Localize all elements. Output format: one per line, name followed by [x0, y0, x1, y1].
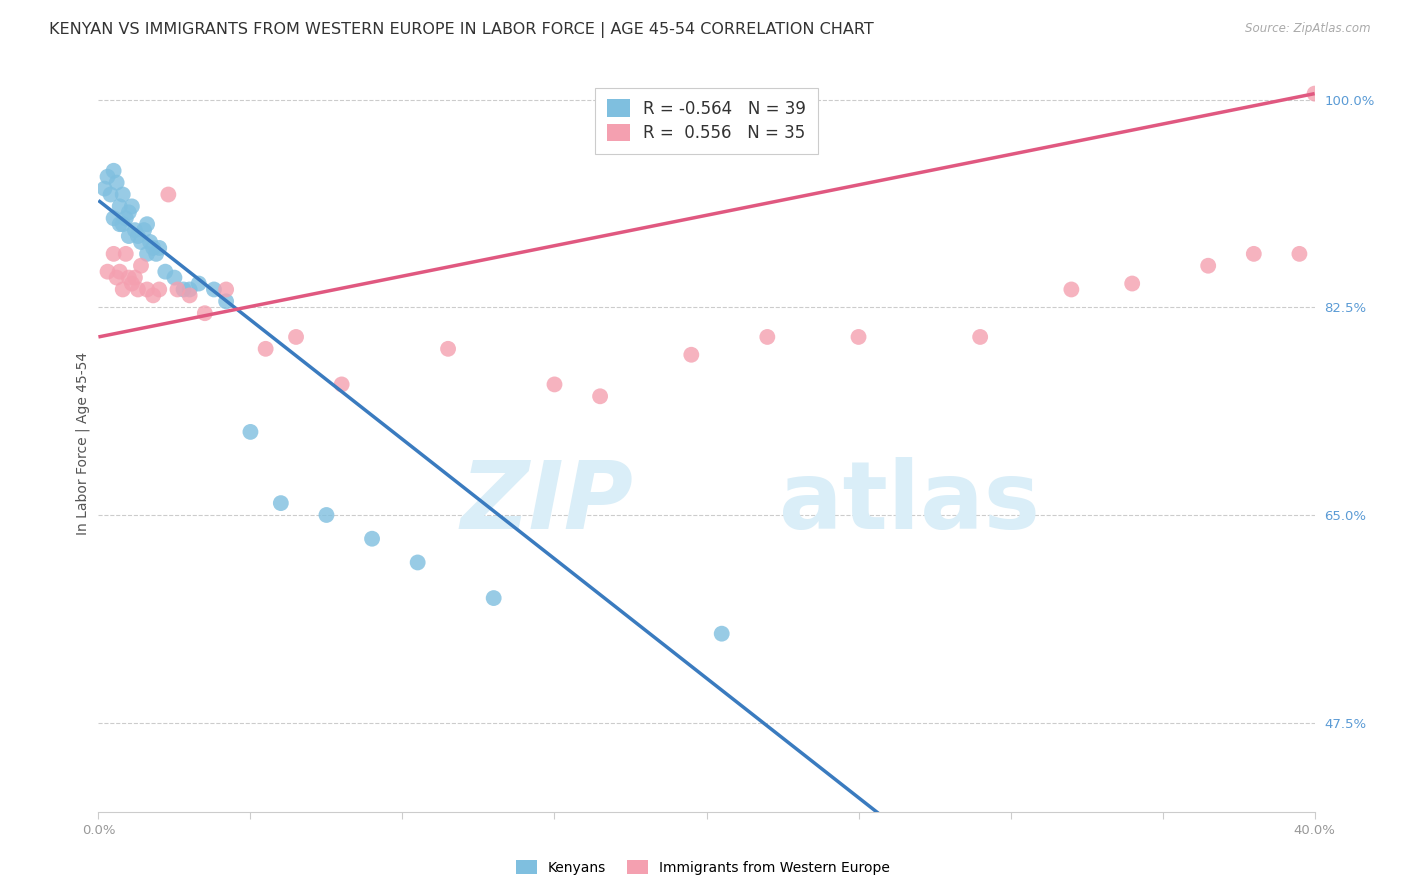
Point: [710, 626, 733, 640]
Point: [163, 270, 186, 285]
Point: [1288, 247, 1310, 261]
Point: [136, 247, 159, 261]
Point: [254, 342, 277, 356]
Point: [194, 306, 217, 320]
Point: [111, 217, 134, 231]
Point: [166, 283, 188, 297]
Point: [111, 187, 134, 202]
Point: [129, 259, 152, 273]
Point: [124, 223, 146, 237]
Point: [121, 199, 143, 213]
Point: [136, 283, 159, 297]
Point: [270, 496, 292, 510]
Point: [142, 288, 165, 302]
Point: [96, 169, 118, 184]
Point: [127, 229, 149, 244]
Point: [330, 377, 353, 392]
Point: [118, 270, 141, 285]
Point: [129, 235, 152, 249]
Text: ZIP: ZIP: [461, 457, 634, 549]
Point: [136, 217, 159, 231]
Y-axis label: In Labor Force | Age 45-54: In Labor Force | Age 45-54: [76, 352, 90, 535]
Point: [361, 532, 384, 546]
Point: [142, 241, 165, 255]
Point: [969, 330, 991, 344]
Text: Source: ZipAtlas.com: Source: ZipAtlas.com: [1246, 22, 1371, 36]
Point: [239, 425, 262, 439]
Point: [589, 389, 612, 403]
Point: [285, 330, 308, 344]
Point: [215, 294, 238, 309]
Point: [108, 199, 131, 213]
Point: [105, 176, 128, 190]
Point: [148, 283, 170, 297]
Point: [179, 283, 201, 297]
Point: [179, 288, 201, 302]
Point: [848, 330, 870, 344]
Point: [100, 187, 122, 202]
Point: [1060, 283, 1083, 297]
Point: [437, 342, 460, 356]
Text: KENYAN VS IMMIGRANTS FROM WESTERN EUROPE IN LABOR FORCE | AGE 45-54 CORRELATION : KENYAN VS IMMIGRANTS FROM WESTERN EUROPE…: [49, 22, 875, 38]
Point: [157, 187, 180, 202]
Point: [1303, 87, 1326, 101]
Point: [1243, 247, 1265, 261]
Point: [202, 283, 225, 297]
Point: [105, 270, 128, 285]
Point: [145, 247, 167, 261]
Point: [121, 277, 143, 291]
Point: [127, 283, 149, 297]
Point: [114, 211, 136, 226]
Point: [103, 211, 125, 226]
Point: [132, 223, 155, 237]
Text: atlas: atlas: [779, 457, 1040, 549]
Point: [543, 377, 565, 392]
Point: [406, 556, 429, 570]
Legend: R = -0.564   N = 39, R =  0.556   N = 35: R = -0.564 N = 39, R = 0.556 N = 35: [595, 87, 818, 154]
Point: [118, 205, 141, 219]
Point: [148, 241, 170, 255]
Point: [1197, 259, 1219, 273]
Point: [215, 283, 238, 297]
Point: [756, 330, 779, 344]
Point: [111, 283, 134, 297]
Point: [96, 265, 118, 279]
Point: [118, 229, 141, 244]
Legend: Kenyans, Immigrants from Western Europe: Kenyans, Immigrants from Western Europe: [510, 855, 896, 880]
Point: [1121, 277, 1143, 291]
Point: [681, 348, 703, 362]
Point: [155, 265, 177, 279]
Point: [114, 247, 136, 261]
Point: [173, 283, 195, 297]
Point: [103, 163, 125, 178]
Point: [93, 181, 115, 195]
Point: [139, 235, 162, 249]
Point: [108, 217, 131, 231]
Point: [103, 247, 125, 261]
Point: [315, 508, 337, 522]
Point: [124, 270, 146, 285]
Point: [187, 277, 209, 291]
Point: [482, 591, 505, 605]
Point: [108, 265, 131, 279]
